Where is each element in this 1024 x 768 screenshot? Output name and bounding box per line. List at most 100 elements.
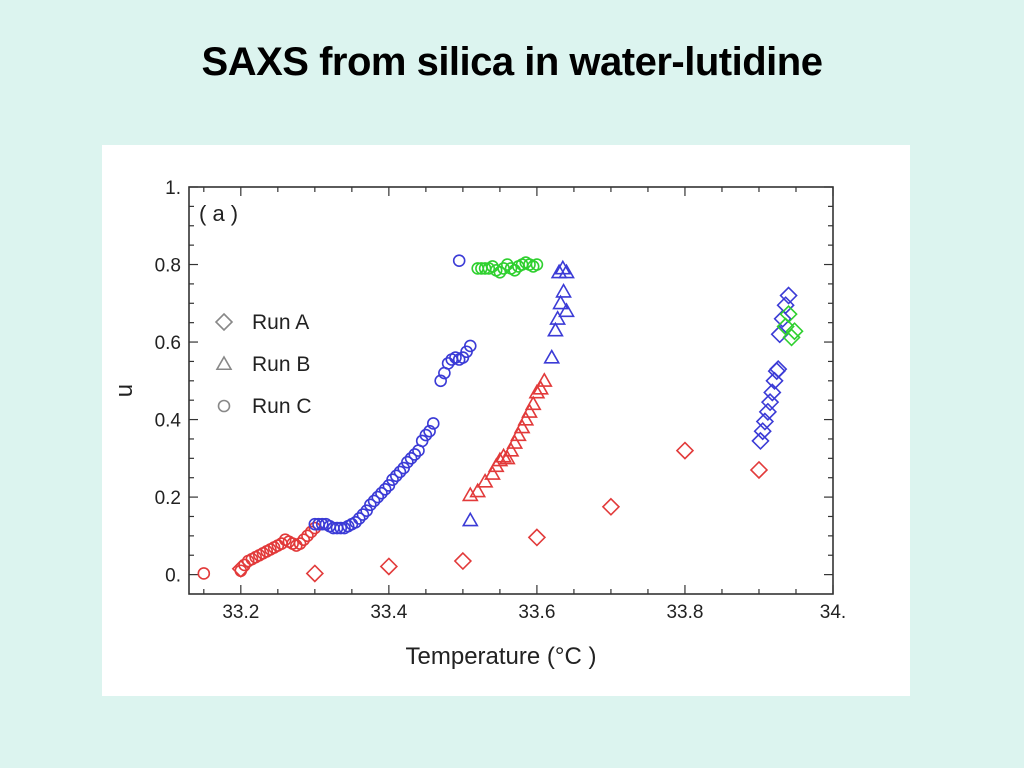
y-tick-label: 0.8 xyxy=(155,256,181,277)
run-b-blue-point xyxy=(549,310,567,325)
y-axis-label: u xyxy=(111,384,138,397)
run-a-green-point xyxy=(779,305,798,324)
run-c-red-point xyxy=(308,521,322,535)
run-b-blue-point xyxy=(558,302,575,318)
run-c-blue-point xyxy=(393,465,407,479)
x-tick-label: 33.8 xyxy=(666,602,703,623)
run-a-green-point xyxy=(782,328,801,347)
legend-diamond-icon xyxy=(214,312,234,332)
run-c-blue-point xyxy=(352,512,366,525)
run-c-blue-point xyxy=(389,469,403,483)
y-tick-label: 0. xyxy=(165,566,181,587)
run-a-blue-point xyxy=(770,325,789,344)
plot-frame xyxy=(188,186,834,595)
run-b-red-point xyxy=(528,383,546,399)
run-b-red-point xyxy=(535,372,553,387)
run-a-red-point xyxy=(527,528,547,547)
legend-triangle-icon xyxy=(215,355,233,371)
run-a-red-point xyxy=(453,551,473,571)
run-c-blue-point xyxy=(426,417,440,430)
run-c-blue-point xyxy=(408,448,422,461)
run-b-red-point xyxy=(498,449,516,465)
run-c-blue-point xyxy=(356,508,370,521)
x-tick-label: 34. xyxy=(820,602,846,623)
run-b-red-point xyxy=(517,410,535,426)
x-axis-label: Temperature (°C ) xyxy=(406,643,597,670)
legend-circle-icon xyxy=(217,399,231,413)
y-tick-label: 0.6 xyxy=(155,333,181,354)
run-a-green-point xyxy=(785,322,804,341)
run-c-blue-point xyxy=(378,483,392,496)
run-c-blue-point xyxy=(463,339,477,353)
run-b-blue-point xyxy=(461,511,479,527)
run-b-red-point xyxy=(532,379,549,395)
run-b-red-point xyxy=(461,486,479,502)
run-a-red-point xyxy=(305,564,324,583)
scatter-chart: 33.2 33.4 33.6 33.8 34. 0. 0.2 0.4 0.6 0.8 1. Tempe… xyxy=(111,178,846,670)
run-c-blue-point xyxy=(375,486,388,500)
run-c-red-point xyxy=(197,567,211,580)
run-c-blue-point xyxy=(452,254,466,267)
run-b-red-point xyxy=(513,418,531,434)
run-c-blue-point xyxy=(434,374,447,388)
run-c-blue-point xyxy=(364,498,377,512)
y-tick-label: 0.4 xyxy=(155,411,182,432)
run-a-blue-point xyxy=(765,371,784,390)
run-a-blue-point xyxy=(763,383,782,402)
run-c-blue-point xyxy=(401,455,414,469)
panel-label: ( a ) xyxy=(199,201,238,226)
run-c-blue-point xyxy=(419,428,433,442)
x-tick-label: 33.2 xyxy=(222,602,259,623)
run-c-blue-point xyxy=(371,490,385,504)
x-tick-label: 33.4 xyxy=(370,602,407,623)
run-a-blue-point xyxy=(758,402,777,421)
run-c-blue-point xyxy=(334,521,348,535)
run-a-blue-point xyxy=(753,422,772,441)
x-tick-label: 33.6 xyxy=(518,602,555,623)
run-b-red-point xyxy=(476,472,494,488)
run-c-blue-point xyxy=(315,517,329,531)
y-tick-label: 0.2 xyxy=(155,488,181,509)
run-b-blue-point xyxy=(552,294,569,310)
run-c-blue-point xyxy=(404,452,418,465)
run-a-blue-point xyxy=(776,296,795,315)
run-c-red-point xyxy=(297,533,311,547)
run-a-red-point xyxy=(601,497,621,516)
run-b-blue-point xyxy=(554,259,572,275)
run-a-blue-point xyxy=(751,431,770,451)
slide-title: SAXS from silica in water-lutidine xyxy=(201,40,823,84)
run-c-green-point xyxy=(493,265,507,279)
run-c-red-point xyxy=(301,529,314,543)
run-b-blue-point xyxy=(555,283,572,298)
run-a-blue-point xyxy=(755,412,775,431)
run-b-red-point xyxy=(502,441,520,457)
run-b-red-point xyxy=(524,395,542,411)
run-c-green-point xyxy=(530,258,544,271)
run-b-red-point xyxy=(469,482,487,498)
run-c-blue-point xyxy=(386,473,399,486)
run-a-blue-point xyxy=(773,309,792,328)
run-b-blue-point xyxy=(543,348,561,364)
run-b-blue-point xyxy=(558,263,575,279)
run-a-red-point xyxy=(749,460,769,480)
run-c-red-point xyxy=(293,537,307,550)
run-c-red-point xyxy=(304,525,318,539)
run-b-blue-point xyxy=(547,321,564,337)
run-b-red-point xyxy=(506,434,524,449)
run-b-red-point xyxy=(510,426,527,442)
run-c-blue-point xyxy=(349,515,362,529)
run-a-red-point xyxy=(379,557,398,576)
y-tick-label: 1. xyxy=(165,178,181,199)
figure-panel: 33.2 33.4 33.6 33.8 34. 0. 0.2 0.4 0.6 0.8 1. Tempe… xyxy=(102,145,910,696)
run-b-red-point xyxy=(521,403,538,418)
run-c-blue-point xyxy=(367,494,381,508)
run-a-blue-point xyxy=(769,360,788,379)
legend-label: Run C xyxy=(252,395,312,418)
run-a-red-point xyxy=(675,441,695,460)
run-a-blue-point xyxy=(760,392,780,412)
legend-label: Run B xyxy=(252,353,310,376)
run-c-blue-point xyxy=(423,424,436,438)
legend-label: Run A xyxy=(252,311,309,334)
run-b-red-point xyxy=(484,465,501,480)
run-a-blue-point xyxy=(779,286,798,305)
